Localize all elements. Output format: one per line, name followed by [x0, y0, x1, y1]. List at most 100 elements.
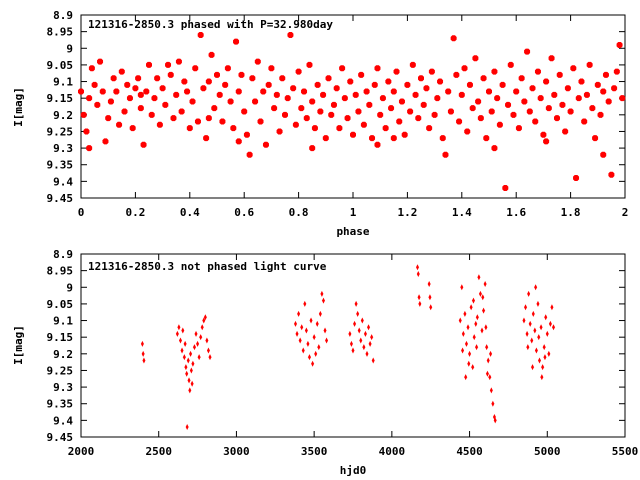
- data-point: [316, 321, 319, 327]
- data-point: [206, 79, 212, 85]
- phased-plot-panel: 8.98.9599.059.19.159.29.259.39.359.49.45…: [12, 9, 628, 238]
- x-tick-label: 2500: [145, 445, 172, 458]
- data-point: [132, 85, 138, 91]
- data-point: [361, 318, 364, 324]
- data-point: [203, 135, 209, 141]
- data-point: [459, 92, 465, 98]
- x-tick-label: 1.8: [561, 206, 581, 219]
- y-tick-label: 8.9: [53, 248, 73, 261]
- data-point: [500, 82, 506, 88]
- data-point: [535, 347, 538, 353]
- data-point: [592, 135, 598, 141]
- data-point: [294, 321, 297, 327]
- data-point: [404, 82, 410, 88]
- data-point: [151, 95, 157, 101]
- data-point: [464, 374, 467, 380]
- data-point: [324, 328, 327, 334]
- data-point: [380, 95, 386, 101]
- x-tick-label: 0.4: [180, 206, 200, 219]
- data-point: [296, 331, 299, 337]
- data-point: [328, 112, 334, 118]
- data-point: [531, 364, 534, 370]
- data-point: [359, 338, 362, 344]
- x-tick-label: 3000: [223, 445, 250, 458]
- data-point: [342, 95, 348, 101]
- data-point: [209, 354, 212, 360]
- data-point: [516, 125, 522, 131]
- data-point: [200, 85, 206, 91]
- data-point: [142, 357, 145, 363]
- data-point: [476, 314, 479, 320]
- data-point: [228, 99, 234, 105]
- data-point: [201, 324, 204, 330]
- data-point: [543, 79, 549, 85]
- data-point: [537, 334, 540, 340]
- data-point: [154, 75, 160, 81]
- data-point: [238, 72, 244, 78]
- data-point: [536, 301, 539, 307]
- data-point: [306, 62, 312, 68]
- data-point: [543, 344, 546, 350]
- y-tick-label: 8.95: [47, 26, 74, 39]
- data-point: [198, 32, 204, 38]
- data-point: [448, 108, 454, 114]
- data-point: [600, 152, 606, 158]
- data-point: [142, 351, 145, 357]
- data-point: [258, 118, 264, 124]
- data-point: [365, 351, 368, 357]
- data-point: [130, 125, 136, 131]
- data-point: [467, 82, 473, 88]
- data-point: [247, 152, 253, 158]
- data-point: [484, 324, 487, 330]
- data-point: [320, 92, 326, 98]
- data-point: [608, 172, 614, 178]
- x-tick-label: 1.4: [452, 206, 472, 219]
- unphased-y-axis-label: I[mag]: [12, 325, 25, 365]
- data-point: [181, 328, 184, 334]
- data-point: [391, 89, 397, 95]
- data-point: [428, 294, 431, 300]
- data-point: [355, 108, 361, 114]
- data-point: [198, 354, 201, 360]
- y-tick-label: 9.05: [47, 298, 74, 311]
- data-point: [547, 351, 550, 357]
- data-point: [565, 85, 571, 91]
- data-point: [559, 102, 565, 108]
- data-point: [296, 69, 302, 75]
- data-point: [309, 145, 315, 151]
- data-point: [374, 65, 380, 71]
- data-point: [589, 105, 595, 111]
- data-point: [543, 138, 549, 144]
- data-point: [138, 105, 144, 111]
- data-point: [244, 132, 250, 138]
- data-point: [570, 65, 576, 71]
- data-point: [456, 118, 462, 124]
- x-tick-label: 0: [78, 206, 85, 219]
- data-point: [86, 145, 92, 151]
- data-point: [527, 291, 530, 297]
- data-point: [538, 357, 541, 363]
- y-tick-label: 8.9: [53, 9, 73, 22]
- data-point: [568, 108, 574, 114]
- y-tick-label: 8.95: [47, 265, 74, 278]
- data-point: [356, 311, 359, 317]
- data-point: [369, 135, 375, 141]
- data-point: [462, 65, 468, 71]
- data-point: [557, 72, 563, 78]
- data-point: [211, 105, 217, 111]
- data-point: [362, 344, 365, 350]
- data-point: [489, 351, 492, 357]
- data-point: [187, 357, 190, 363]
- data-point: [184, 341, 187, 347]
- data-point: [199, 334, 202, 340]
- data-point: [181, 79, 187, 85]
- data-point: [513, 89, 519, 95]
- data-point: [187, 125, 193, 131]
- data-point: [413, 92, 419, 98]
- data-point: [479, 291, 482, 297]
- data-point: [311, 361, 314, 367]
- data-point: [214, 72, 220, 78]
- data-point: [317, 108, 323, 114]
- x-tick-label: 5000: [534, 445, 561, 458]
